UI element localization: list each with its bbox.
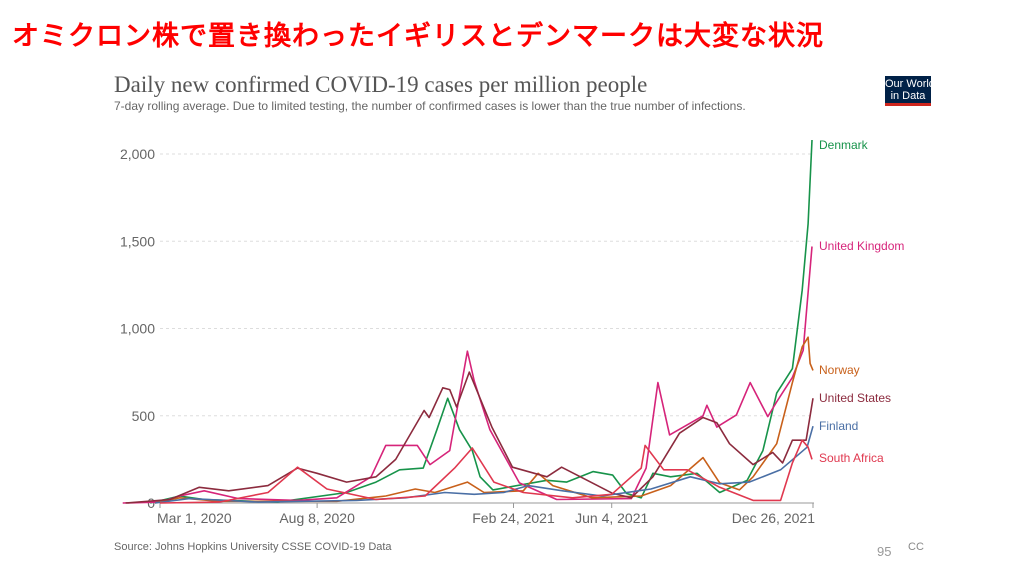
series-line-south-africa <box>159 439 813 504</box>
x-tick-label: Mar 1, 2020 <box>157 510 232 526</box>
slide-title: オミクロン株で置き換わったイギリスとデンマークは大変な状況 <box>12 21 824 52</box>
y-tick-label: 1,000 <box>120 321 155 337</box>
logo-line-1: Our World <box>885 78 931 90</box>
y-tick-label: 2,000 <box>120 146 155 162</box>
series-label-united-states: United States <box>819 391 891 405</box>
y-tick-label: 500 <box>132 408 156 424</box>
chart-source: Source: Johns Hopkins University CSSE CO… <box>114 541 392 553</box>
x-tick-label: Feb 24, 2021 <box>472 510 555 526</box>
page-number: 95 <box>877 544 892 559</box>
series-line-united-states <box>125 371 814 504</box>
x-tick-label: Aug 8, 2020 <box>279 510 355 526</box>
chart-title: Daily new confirmed COVID-19 cases per m… <box>114 72 648 97</box>
series-label-south-africa: South Africa <box>819 451 884 465</box>
chart-subtitle: 7-day rolling average. Due to limited te… <box>114 99 746 113</box>
series-label-united-kingdom: United Kingdom <box>819 239 904 253</box>
cc-label: CC <box>908 541 924 553</box>
logo-line-2: in Data <box>890 90 926 102</box>
owid-logo[interactable]: Our World in Data <box>885 76 931 106</box>
x-tick-label: Jun 4, 2021 <box>575 510 648 526</box>
series-line-united-kingdom <box>122 246 813 504</box>
y-tick-label: 1,500 <box>120 233 155 249</box>
series-label-norway: Norway <box>819 363 860 377</box>
series-line-denmark <box>150 139 813 504</box>
series-label-finland: Finland <box>819 419 858 433</box>
series-line-norway <box>154 336 814 504</box>
series-line-finland <box>154 425 814 504</box>
series-label-denmark: Denmark <box>819 138 869 152</box>
x-tick-label: Dec 26, 2021 <box>732 510 815 526</box>
